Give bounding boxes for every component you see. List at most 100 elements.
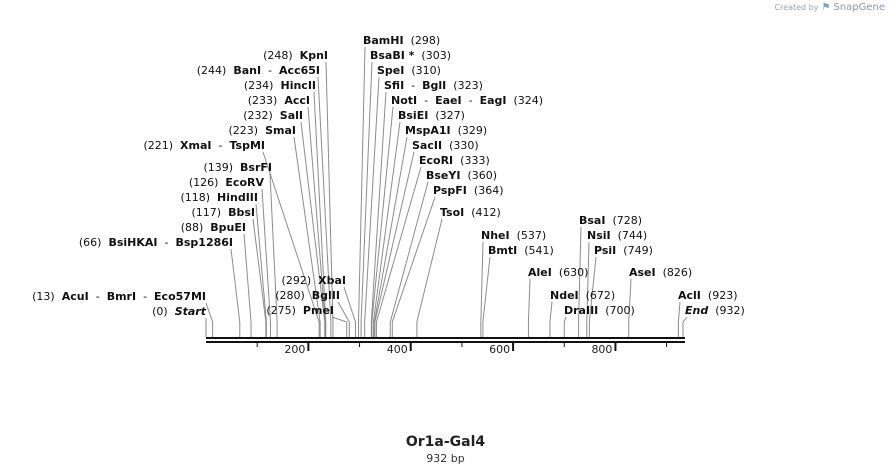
leader-line: [325, 61, 334, 337]
enzyme-position: (932): [715, 304, 745, 317]
enzyme-name: HincII: [280, 79, 316, 92]
enzyme-position: (244): [197, 64, 227, 77]
enzyme-name: BsaBI *: [370, 49, 415, 62]
enzyme-position: (630): [559, 266, 589, 279]
enzyme-name: NotI: [391, 94, 417, 107]
leader-line: [482, 256, 491, 337]
enzyme-label: PsiI (749): [594, 244, 653, 257]
enzyme-name: BsaI: [579, 214, 605, 227]
enzyme-label: AleI (630): [528, 266, 588, 279]
enzyme-name: BglI: [422, 79, 446, 92]
enzyme-name: BpuEI: [210, 221, 246, 234]
leader-line: [313, 91, 327, 337]
enzyme-position: (234): [244, 79, 274, 92]
enzyme-position: (292): [282, 274, 312, 287]
enzyme-label: (232) SalI: [243, 109, 303, 122]
enzyme-position: -: [219, 139, 223, 152]
leader-lines: [205, 46, 688, 337]
leader-line: [370, 91, 387, 337]
enzyme-label: SacII (330): [412, 139, 479, 152]
enzyme-position: -: [411, 79, 415, 92]
sequence-name: Or1a-Gal4: [405, 434, 486, 450]
enzyme-label: (126) EcoRV: [189, 176, 265, 189]
leader-line: [293, 136, 321, 337]
enzyme-name: TspMI: [229, 139, 265, 152]
leader-line: [360, 61, 373, 337]
enzyme-position: (324): [514, 94, 544, 107]
enzyme-label: AseI (826): [629, 266, 692, 279]
enzyme-position: (364): [474, 184, 504, 197]
enzyme-name: AleI: [528, 266, 552, 279]
axis-tick-label: 200: [284, 343, 305, 356]
created-by-text: Created by: [774, 3, 819, 12]
leader-line: [343, 286, 356, 337]
enzyme-name: PsiI: [594, 244, 616, 257]
enzyme-label: (280) BglII: [275, 289, 340, 302]
enzyme-position: (223): [229, 124, 259, 137]
enzyme-name: AccI: [284, 94, 310, 107]
enzyme-name: BamHI: [363, 34, 404, 47]
leader-line: [563, 316, 567, 337]
leader-line: [255, 203, 267, 337]
enzyme-labels: (13) AcuI - BmrI - Eco57MI(0) Start(66) BsiHKAI…: [32, 34, 745, 318]
enzyme-position: -: [268, 64, 272, 77]
enzyme-name: EaeI: [435, 94, 462, 107]
enzyme-position: (232): [243, 109, 273, 122]
enzyme-position: (923): [708, 289, 738, 302]
enzyme-position: (826): [663, 266, 693, 279]
enzyme-label: (13) AcuI - BmrI - Eco57MI: [32, 290, 206, 303]
enzyme-name: BglII: [312, 289, 340, 302]
leader-line: [331, 316, 348, 337]
axis-tick-label: 800: [591, 343, 612, 356]
enzyme-position: (248): [263, 49, 293, 62]
enzyme-name: EcoRI: [419, 154, 453, 167]
enzyme-label: AclI (923): [678, 289, 738, 302]
leader-line: [588, 256, 597, 337]
enzyme-label: PspFI (364): [433, 184, 504, 197]
enzyme-position: (298): [411, 34, 441, 47]
leader-line: [243, 233, 252, 337]
enzyme-position: (330): [449, 139, 479, 152]
leader-line: [375, 166, 422, 337]
enzyme-position: (310): [411, 64, 441, 77]
enzyme-position: (13): [32, 290, 55, 303]
leader-line: [317, 76, 332, 337]
enzyme-label: NotI - EaeI - EagI (324): [391, 94, 543, 107]
enzyme-position: -: [143, 290, 147, 303]
enzyme-position: (117): [192, 206, 222, 219]
enzyme-label: End (932): [685, 304, 745, 317]
leader-line: [307, 106, 326, 337]
enzyme-label: (88) BpuEI: [181, 221, 246, 234]
leader-line: [230, 248, 241, 337]
enzyme-label: BsiEI (327): [398, 109, 465, 122]
leader-line: [372, 121, 401, 337]
enzyme-name: AclI: [678, 289, 701, 302]
enzyme-name: SacII: [412, 139, 442, 152]
enzyme-position: (541): [524, 244, 554, 257]
leader-line: [682, 316, 688, 337]
enzyme-name: XbaI: [318, 274, 346, 287]
enzyme-name: Bsp1286I: [175, 236, 233, 249]
leader-line: [252, 218, 267, 337]
enzyme-name: BmrI: [107, 290, 136, 303]
enzyme-name: Acc65I: [279, 64, 320, 77]
enzyme-label: BmtI (541): [488, 244, 554, 257]
leader-line: [628, 278, 632, 337]
enzyme-position: (303): [421, 49, 451, 62]
enzyme-name: SfiI: [384, 79, 404, 92]
leader-line: [416, 218, 443, 337]
enzyme-label: SfiI - BglI (323): [384, 79, 483, 92]
enzyme-position: (537): [517, 229, 547, 242]
enzyme-position: (672): [586, 289, 616, 302]
enzyme-name: AseI: [629, 266, 656, 279]
enzyme-position: (412): [471, 206, 501, 219]
enzyme-position: (275): [266, 304, 296, 317]
enzyme-name: HindIII: [217, 191, 258, 204]
enzyme-name: BsrFI: [240, 161, 272, 174]
leader-line: [373, 136, 408, 337]
leader-line: [480, 241, 484, 337]
enzyme-position: -: [469, 94, 473, 107]
enzyme-label: DraIII (700): [564, 304, 635, 317]
leader-line: [262, 151, 320, 337]
enzyme-name: PmeI: [303, 304, 334, 317]
